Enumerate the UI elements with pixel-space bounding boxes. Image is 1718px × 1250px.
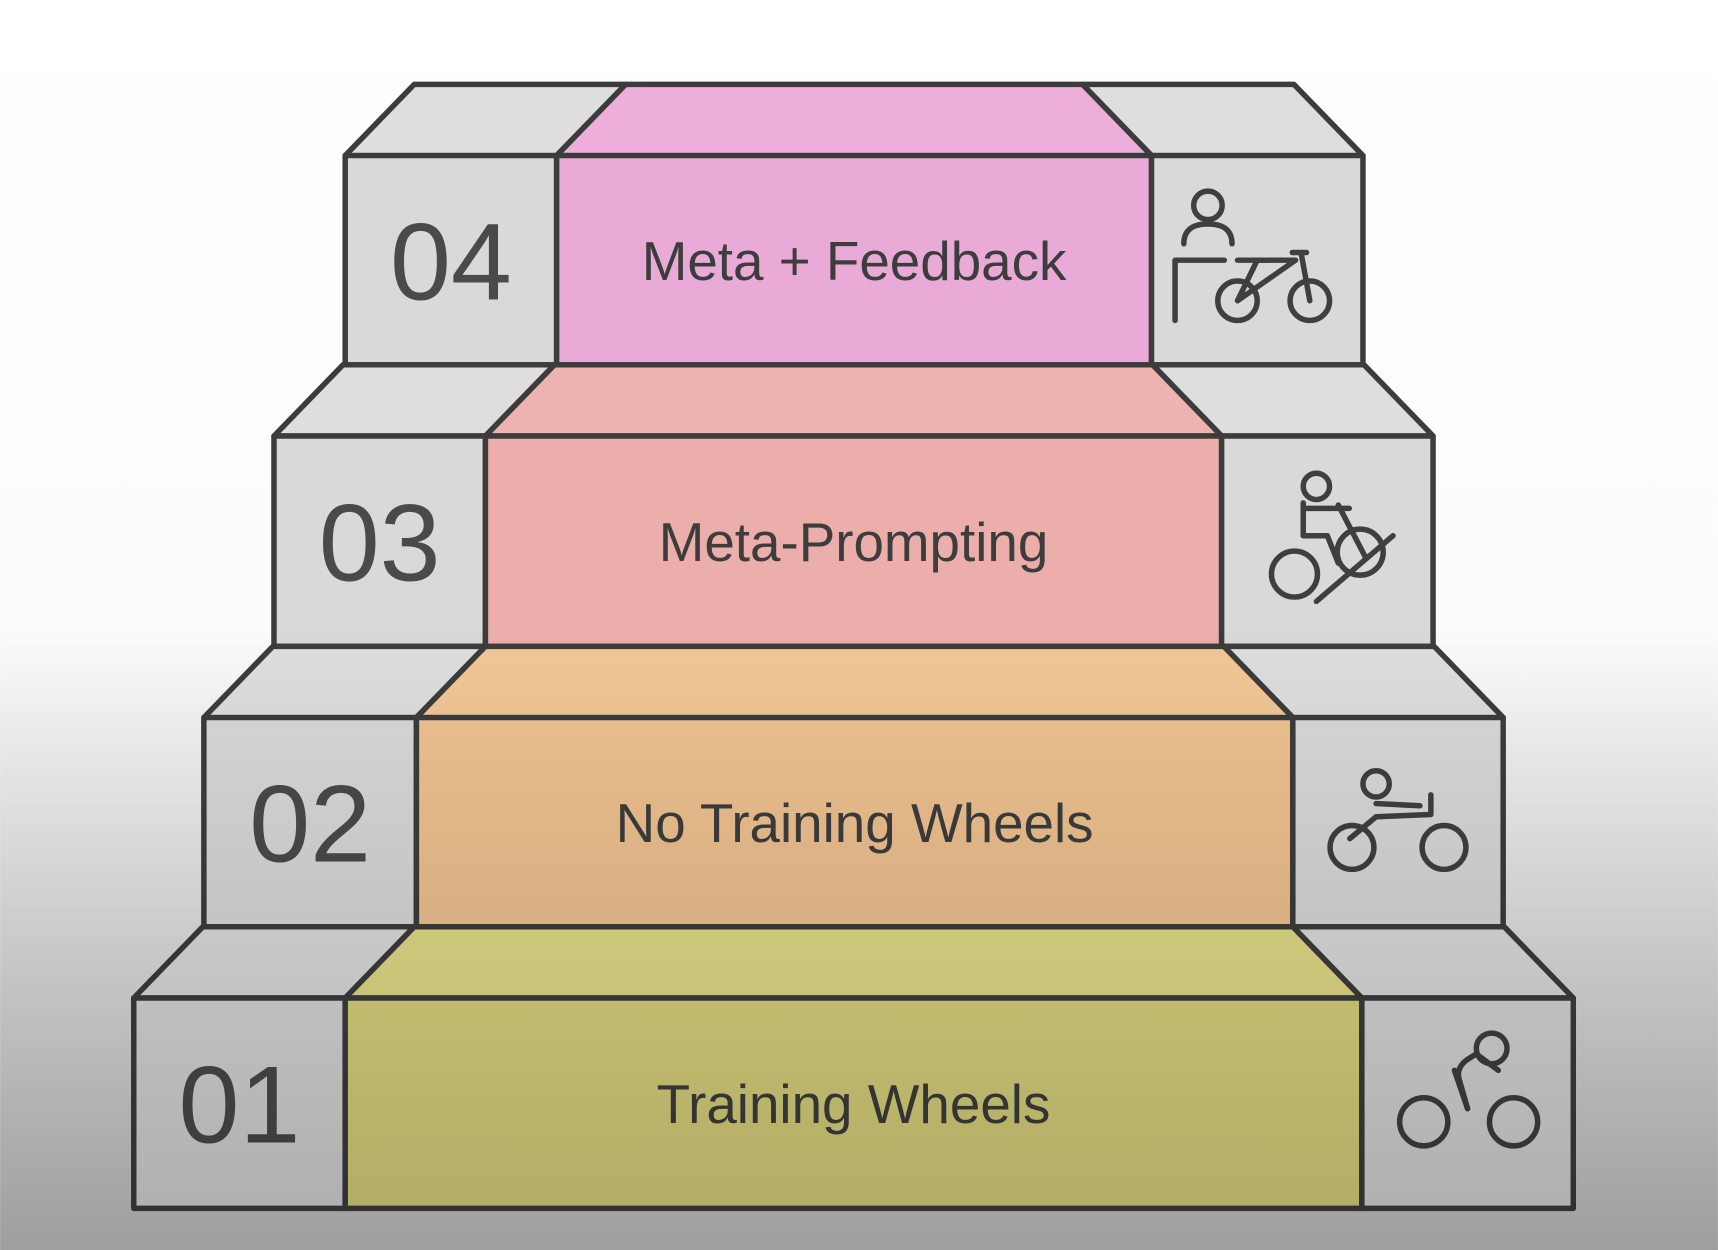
step-label: Training Wheels	[657, 1073, 1051, 1135]
center-top-face	[482, 362, 1225, 439]
step-label: No Training Wheels	[616, 792, 1094, 854]
step-number: 04	[390, 202, 512, 324]
step-label: Meta-Prompting	[659, 511, 1049, 573]
center-top-face	[553, 81, 1155, 159]
step-02: 02 No Training Wheels	[201, 643, 1506, 930]
step-01: 01 Training Wheels	[131, 924, 1577, 1212]
step-number: 02	[249, 764, 371, 886]
step-04: 04 Meta + Feedback	[342, 81, 1366, 368]
step-number: 01	[179, 1045, 301, 1167]
center-top-face	[413, 643, 1296, 721]
step-label: Meta + Feedback	[642, 230, 1067, 292]
center-top-face	[342, 924, 1365, 1001]
step-number: 03	[319, 483, 441, 605]
icon-box	[1290, 714, 1506, 930]
step-03: 03 Meta-Prompting	[271, 362, 1436, 650]
